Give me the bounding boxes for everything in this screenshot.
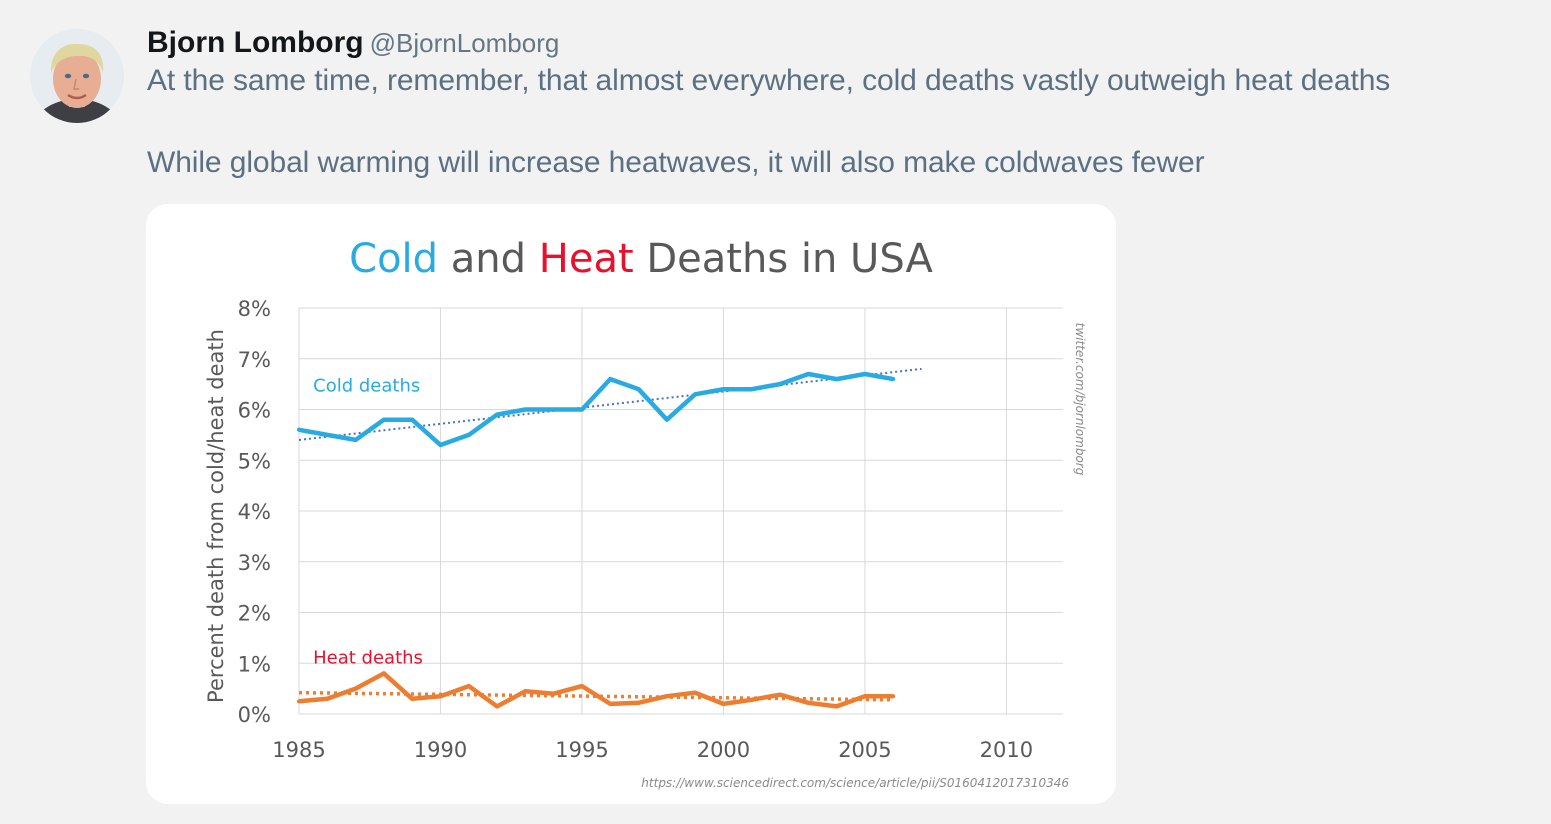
avatar-portrait-icon (30, 29, 124, 123)
watermark: twitter.com/bjornlomborg (1073, 323, 1087, 476)
data-point (325, 432, 330, 437)
y-tick-label: 2% (238, 602, 271, 626)
data-point (381, 417, 386, 422)
chart-grid (298, 307, 1063, 715)
data-point (551, 691, 556, 696)
data-point (891, 377, 896, 382)
data-point (297, 699, 301, 704)
series-label: Heat deaths (313, 647, 423, 668)
author-avatar[interactable] (30, 29, 124, 123)
data-point (693, 392, 698, 397)
chart-title-part: Heat (539, 236, 634, 282)
data-point (862, 694, 867, 699)
data-point (353, 437, 358, 442)
data-point (834, 704, 839, 709)
data-point (721, 701, 726, 706)
y-axis-label: Percent death from cold/heat death (204, 329, 228, 703)
data-point (664, 417, 669, 422)
chart-ticks: 0% 1% 2% 3% 4% 5% 6% 7% 8% 1985 1990 1995 2000 2005 20… (238, 297, 1033, 762)
chart-title-part: Deaths in USA (634, 236, 934, 282)
chart-series: Cold deaths Heat deaths (297, 367, 922, 709)
x-tick-label: 1990 (414, 738, 467, 762)
y-tick-label: 5% (238, 449, 271, 473)
data-point (466, 684, 471, 689)
data-point (891, 694, 896, 699)
chart-title-part: and (438, 236, 539, 282)
data-point (778, 382, 783, 387)
data-point (381, 671, 386, 676)
data-point (523, 407, 528, 412)
y-tick-label: 1% (238, 652, 271, 676)
tweet-text-line: While global warming will increase heatw… (147, 146, 1205, 179)
chart-title-part: Cold (349, 236, 438, 282)
data-point (410, 696, 415, 701)
data-point (693, 690, 698, 695)
chart-title: Cold and Heat Deaths in USA (349, 236, 933, 282)
data-point (579, 684, 584, 689)
author-handle[interactable]: @BjornLomborg (369, 28, 560, 58)
tweet-text-line: At the same time, remember, that almost … (147, 64, 1391, 97)
data-point (749, 697, 754, 702)
x-tick-label: 1985 (272, 738, 325, 762)
y-tick-label: 6% (238, 399, 271, 423)
data-point (778, 692, 783, 697)
data-point (325, 696, 330, 701)
data-point (664, 694, 669, 699)
data-point (297, 427, 301, 432)
data-point (749, 387, 754, 392)
data-point (806, 371, 811, 376)
x-tick-label: 2005 (838, 738, 891, 762)
data-point (410, 417, 415, 422)
series-label: Cold deaths (313, 376, 420, 397)
data-point (862, 371, 867, 376)
data-point (834, 377, 839, 382)
series-line-heat (298, 671, 894, 709)
data-point (495, 412, 500, 417)
tweet-media-card[interactable]: Cold and Heat Deaths in USA Cold deaths H… (146, 204, 1116, 804)
data-point (636, 387, 641, 392)
data-point (636, 700, 641, 705)
x-tick-label: 1995 (555, 738, 608, 762)
trend-line-heat (298, 690, 894, 702)
data-point (721, 387, 726, 392)
data-point (438, 443, 443, 448)
data-point (806, 700, 811, 705)
y-tick-label: 0% (238, 703, 271, 727)
data-point (608, 701, 613, 706)
data-point (551, 407, 556, 412)
source-url: https://www.sciencedirect.com/science/ar… (641, 776, 1069, 790)
data-point (608, 377, 613, 382)
x-tick-label: 2010 (980, 738, 1033, 762)
data-point (495, 704, 500, 709)
data-point (523, 689, 528, 694)
data-point (466, 432, 471, 437)
data-point (579, 407, 584, 412)
y-tick-label: 4% (238, 500, 271, 524)
y-tick-label: 7% (238, 348, 271, 372)
chart: Cold and Heat Deaths in USA Cold deaths H… (204, 236, 1087, 790)
data-point (438, 694, 443, 699)
tweet-author: Bjorn Lomborg @BjornLomborg (147, 26, 559, 60)
series-line-cold (298, 371, 894, 448)
author-name[interactable]: Bjorn Lomborg (147, 26, 364, 59)
x-tick-label: 2000 (697, 738, 750, 762)
data-point (353, 686, 358, 691)
y-tick-label: 8% (238, 297, 271, 321)
y-tick-label: 3% (238, 551, 271, 575)
